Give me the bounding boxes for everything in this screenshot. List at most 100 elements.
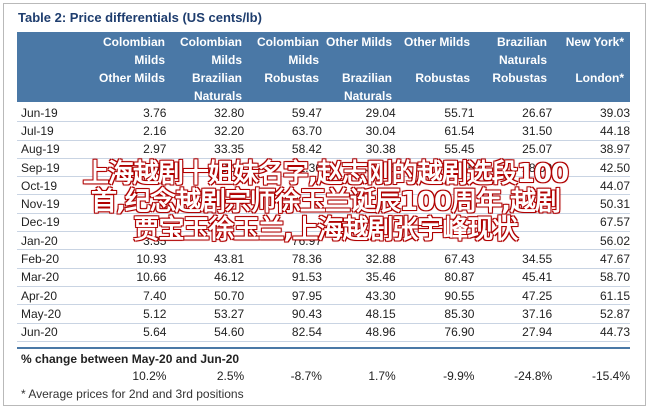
month-cell: Nov-19 xyxy=(17,194,96,214)
price-cell: 43.81 xyxy=(166,249,245,269)
pct-change-row: 10.2% 2.5% -8.7% 1.7% -9.9% -24.8% -15.4… xyxy=(17,368,630,384)
column-header-line: Robustas xyxy=(492,71,547,85)
price-cell xyxy=(166,194,245,214)
column-header: New York* London* xyxy=(557,32,624,102)
month-cell: Feb-20 xyxy=(17,249,96,269)
table-title: Table 2: Price differentials (US cents/l… xyxy=(18,10,262,25)
price-cell: 3.35 xyxy=(95,231,167,251)
month-cell: Jan-20 xyxy=(17,231,96,251)
price-cell: 32.80 xyxy=(166,104,245,123)
column-header: Colombian Milds Brazilian Naturals xyxy=(172,32,242,103)
price-cell: 67.57 xyxy=(552,213,630,233)
month-cell: Aug-19 xyxy=(17,140,96,159)
pct-change-cell: -8.7% xyxy=(290,369,322,383)
price-cell xyxy=(474,213,553,233)
price-cell: 53.27 xyxy=(166,304,245,324)
price-cell: 28.09 xyxy=(474,158,553,178)
price-cell: 39.03 xyxy=(552,104,630,123)
price-cell: 27.94 xyxy=(474,323,553,342)
price-table-figure: Table 2: Price differentials (US cents/l… xyxy=(3,3,646,406)
price-cell: 30.38 xyxy=(321,140,396,159)
month-cell: Jun-19 xyxy=(17,104,96,123)
table-row: Dec-19 67.57 xyxy=(17,213,630,233)
price-cell: 61.15 xyxy=(552,286,630,306)
column-header-line: Robustas xyxy=(264,71,319,85)
price-cell: 10.66 xyxy=(95,268,167,287)
column-header-line: London* xyxy=(575,71,624,85)
table-row: Jul-19 2.16 32.20 63.70 30.04 61.54 31.50 44.18 xyxy=(17,121,630,141)
overlay-line: 贾宝玉徐玉兰,上海越剧张宇峰现状 xyxy=(133,215,519,245)
column-header-line: Milds xyxy=(211,53,242,67)
price-cell: 30.04 xyxy=(321,121,396,141)
price-cell: 85.30 xyxy=(395,304,475,324)
price-cell xyxy=(244,176,322,196)
column-header: Colombian Milds Other Milds xyxy=(95,32,165,102)
price-cell: 45.41 xyxy=(474,268,553,287)
price-cell: 90.43 xyxy=(244,304,322,324)
price-cell xyxy=(166,213,245,233)
column-header: Other Milds Robustas xyxy=(395,32,470,102)
column-header-line: Naturals xyxy=(343,89,392,103)
month-cell: May-20 xyxy=(17,304,96,324)
table-row: Oct-19 44.07 xyxy=(17,176,630,196)
pct-change-cell: -24.8% xyxy=(514,369,553,383)
month-cell: Dec-19 xyxy=(17,213,96,233)
price-cell xyxy=(244,194,322,214)
overlay-caption: 上海越剧十姐妹名字,赵志刚的越剧选段100 首,纪念越剧宗师徐玉兰诞辰100周年… xyxy=(0,160,651,244)
table-row: Aug-19 2.97 33.35 58.42 30.38 55.45 25.07 38.97 xyxy=(17,140,630,159)
price-cell: 26.67 xyxy=(474,104,553,123)
footnote: * Average prices for 2nd and 3rd positio… xyxy=(21,387,244,401)
price-cell: 50.31 xyxy=(552,194,630,214)
price-cell: 2.16 xyxy=(95,121,167,141)
price-cell: 43.30 xyxy=(321,286,396,306)
price-cell xyxy=(395,231,475,251)
price-cell: 35.46 xyxy=(321,268,396,287)
price-cell xyxy=(321,176,396,196)
overlay-line: 首,纪念越剧宗师徐玉兰诞辰100周年,越剧 xyxy=(90,187,561,217)
column-header-line: Colombian xyxy=(103,35,165,49)
table-row: Apr-20 7.40 50.70 97.95 43.30 90.55 47.25 61.15 xyxy=(17,286,630,306)
pct-change-cell: 2.5% xyxy=(216,369,245,383)
price-cell: 55.71 xyxy=(395,104,475,123)
price-data-table: Jun-19 3.76 32.80 59.47 29.04 55.71 26.67 39.03… xyxy=(17,104,630,342)
table-row: Nov-19 50.31 xyxy=(17,194,630,214)
price-cell xyxy=(95,213,167,233)
price-cell: 32.88 xyxy=(321,249,396,269)
pct-change-cell: -15.4% xyxy=(591,369,630,383)
price-cell: 48.15 xyxy=(321,304,396,324)
pct-change-cell: -9.9% xyxy=(443,369,475,383)
price-cell: 10.93 xyxy=(95,249,167,269)
price-cell: 37.16 xyxy=(474,304,553,324)
column-header-line: New York* xyxy=(565,35,624,49)
column-header: Other Milds Brazilian Naturals xyxy=(319,32,392,103)
price-cell: 30.16 xyxy=(321,158,396,178)
price-cell: 44.73 xyxy=(552,323,630,342)
price-cell: 52.87 xyxy=(552,304,630,324)
price-cell xyxy=(395,213,475,233)
price-cell xyxy=(321,213,396,233)
column-header-line: Other Milds xyxy=(98,71,165,85)
column-header-line: Brazilian xyxy=(191,71,242,85)
column-header: Colombian Milds Robustas xyxy=(249,32,319,102)
price-cell xyxy=(244,213,322,233)
table-row: Jun-19 3.76 32.80 59.47 29.04 55.71 26.67 39.03 xyxy=(17,104,630,123)
price-cell: 90.55 xyxy=(395,286,475,306)
price-cell: 58.35 xyxy=(395,158,475,178)
column-header-line: Other Milds xyxy=(325,35,392,49)
price-cell: 48.96 xyxy=(321,323,396,342)
price-cell xyxy=(474,176,553,196)
price-cell: 82.54 xyxy=(244,323,322,342)
price-cell: 42.50 xyxy=(552,158,630,178)
table-row: Feb-20 10.93 43.81 78.36 32.88 67.43 34.55 47.6… xyxy=(17,249,630,269)
table-divider xyxy=(17,347,630,349)
price-cell: 47.67 xyxy=(552,249,630,269)
price-cell: 47.25 xyxy=(474,286,553,306)
price-cell xyxy=(95,176,167,196)
column-header-line: Other Milds xyxy=(403,35,470,49)
table-row: Mar-20 10.66 46.12 91.53 35.46 80.87 45.41 58.7… xyxy=(17,268,630,287)
price-cell xyxy=(95,194,167,214)
price-cell: 76.97 xyxy=(244,231,322,251)
price-cell xyxy=(166,176,245,196)
column-header-line: Naturals xyxy=(498,53,547,67)
column-header-line: Milds xyxy=(134,53,165,67)
